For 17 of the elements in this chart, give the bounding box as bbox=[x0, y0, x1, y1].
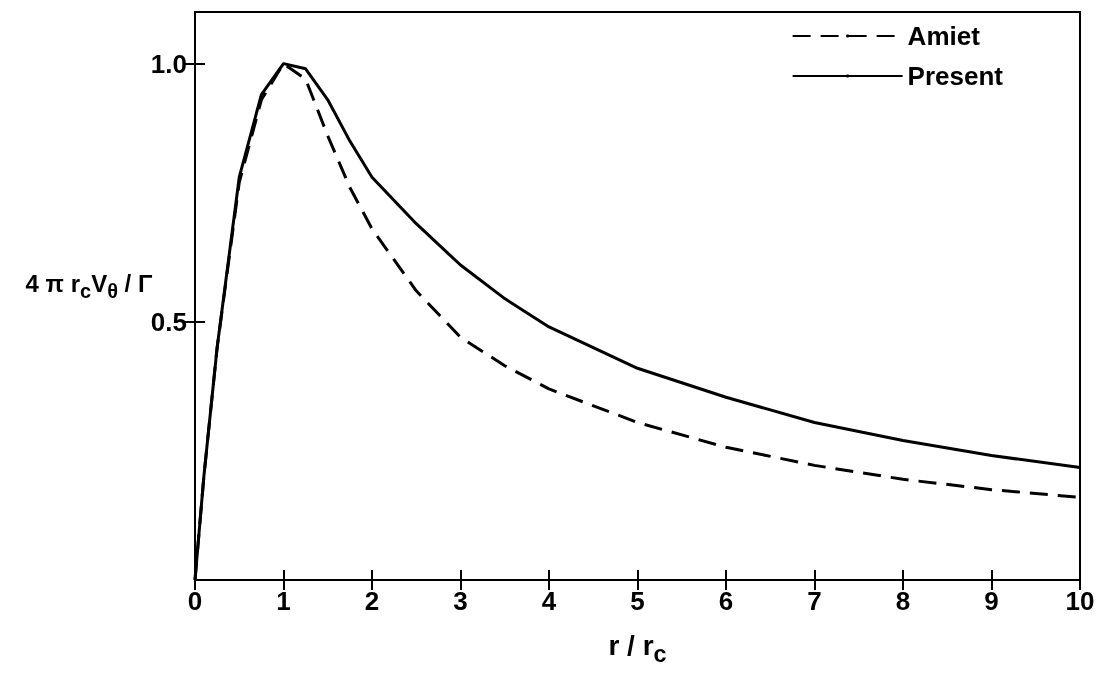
x-tick-label: 4 bbox=[541, 586, 557, 616]
x-tick-label: 6 bbox=[718, 586, 734, 616]
legend-label: Present bbox=[907, 61, 1004, 91]
x-tick-label: 7 bbox=[807, 586, 822, 616]
y-axis-title: 4 π r$_{c}$V$_{θ}$ / Γ bbox=[24, 270, 154, 303]
x-tick-label: 5 bbox=[630, 586, 645, 616]
x-tick-label: 9 bbox=[984, 586, 999, 616]
x-tick-label: 0 bbox=[187, 586, 203, 616]
x-axis-title: r / r$_{c}$ bbox=[607, 630, 668, 668]
y-tick-label: 1.0 bbox=[150, 48, 187, 79]
y-tick-label: 0.5 bbox=[150, 306, 187, 337]
x-tick-label: 1 bbox=[276, 586, 291, 616]
x-tick-label: 8 bbox=[895, 586, 911, 616]
x-tick-label: 2 bbox=[364, 586, 380, 616]
legend-label: Amiet bbox=[907, 21, 981, 51]
x-tick-label: 3 bbox=[453, 586, 468, 616]
x-tick-label: 10 bbox=[1065, 586, 1095, 616]
